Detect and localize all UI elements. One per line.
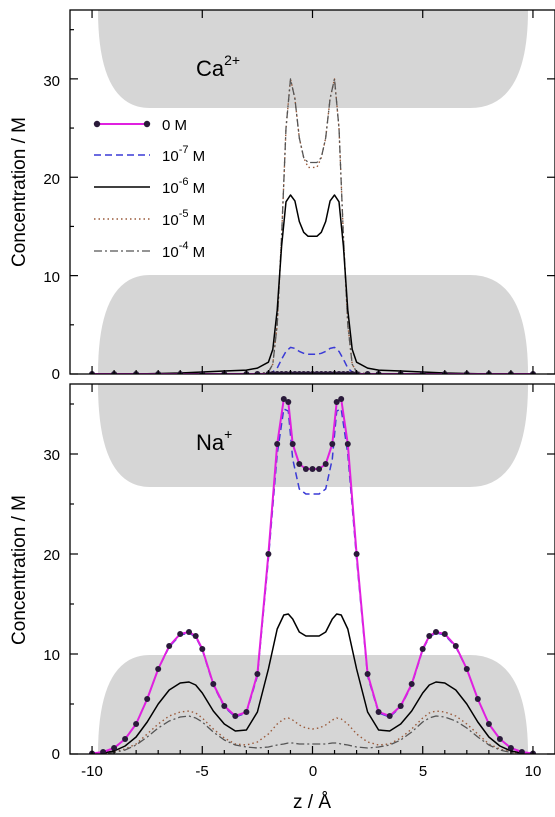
bottom-point-0M — [296, 461, 303, 467]
bottom-point-0M — [232, 713, 239, 719]
top-ytick-10: 10 — [43, 269, 60, 286]
top-series-line-1e-6 — [92, 194, 533, 374]
bottom-point-0M — [221, 703, 228, 709]
bottom-point-0M — [518, 749, 525, 754]
bottom-point-0M — [243, 709, 250, 715]
bottom-point-0M — [280, 396, 287, 402]
legend-label-0M: 0 M — [162, 117, 187, 134]
bottom-point-0M — [316, 466, 323, 472]
bottom-point-0M — [333, 399, 340, 405]
legend-label-1e-7: 10-7 M — [162, 144, 205, 165]
bottom-series-line-1e-4 — [91, 715, 534, 754]
bottom-ylabel: Concentration / M — [9, 495, 30, 645]
bottom-point-0M — [186, 629, 192, 635]
legend-marker-0M-left — [93, 120, 101, 128]
bottom-point-0M — [375, 709, 382, 715]
top-point-0M — [364, 371, 371, 374]
bottom-point-0M — [441, 631, 448, 637]
xtick-10: 10 — [525, 763, 542, 780]
bottom-point-0M — [364, 671, 371, 677]
xtick-0: 0 — [309, 763, 317, 780]
legend-marker-0M-right — [143, 120, 151, 128]
bottom-point-0M — [274, 441, 281, 447]
bottom-ytick-20: 20 — [43, 547, 60, 564]
top-ytick-0: 0 — [52, 366, 60, 383]
bottom-point-0M — [122, 736, 129, 742]
bottom-ion-label: Na+ — [196, 426, 232, 455]
bottom-point-0M — [210, 681, 217, 687]
bottom-ytick-0: 0 — [52, 746, 60, 763]
top-point-0M — [254, 371, 261, 374]
xtick-minus10: -10 — [81, 763, 103, 780]
bottom-point-0M — [177, 631, 184, 637]
bottom-panel-series — [89, 396, 536, 754]
bottom-ytick-30: 30 — [43, 447, 60, 464]
bottom-point-0M — [452, 643, 459, 649]
top-point-0M — [283, 371, 289, 374]
top-series-line-1e-4 — [92, 78, 533, 374]
top-ytick-20: 20 — [43, 171, 60, 188]
bottom-point-0M — [496, 736, 503, 742]
bottom-point-0M — [322, 461, 329, 467]
bottom-point-0M — [353, 551, 360, 557]
bottom-point-0M — [329, 441, 336, 447]
top-ytick-30: 30 — [43, 73, 60, 90]
bottom-point-0M — [302, 466, 309, 472]
bottom-point-0M — [463, 666, 470, 672]
bottom-panel-shading — [98, 384, 528, 754]
bottom-series-line-1e-6 — [91, 613, 534, 754]
bottom-point-0M — [111, 745, 118, 751]
bottom-point-0M — [144, 696, 151, 702]
bottom-point-0M — [289, 441, 296, 447]
legend-label-1e-4: 10-4 M — [162, 240, 205, 261]
bottom-point-0M — [285, 399, 292, 405]
top-series-line-1e-7 — [92, 346, 533, 374]
axis-ticks — [70, 10, 555, 755]
xtick-minus5: -5 — [195, 763, 208, 780]
bottom-point-0M — [507, 745, 514, 751]
bottom-point-0M — [433, 629, 439, 635]
bottom-point-0M — [100, 749, 107, 754]
legend-label-1e-5: 10-5 M — [162, 208, 205, 229]
bottom-point-0M — [309, 466, 316, 472]
bottom-point-0M — [474, 696, 481, 702]
bottom-point-0M — [192, 633, 199, 639]
bottom-point-0M — [344, 441, 351, 447]
xtick-5: 5 — [419, 763, 427, 780]
top-ion-label: Ca2+ — [196, 52, 240, 81]
legend: 0 M 10-7 M 10-6 M 10-5 M 10-4 M — [93, 117, 205, 261]
bottom-point-0M — [155, 666, 162, 672]
legend-label-1e-6: 10-6 M — [162, 176, 205, 197]
bottom-point-0M — [133, 721, 140, 727]
bottom-point-0M — [338, 396, 345, 402]
bottom-series-line-1e-5 — [91, 710, 534, 754]
bottom-point-0M — [265, 551, 272, 557]
xlabel: z / Å — [293, 792, 331, 813]
bottom-point-0M — [397, 703, 404, 709]
bottom-point-0M — [199, 646, 206, 652]
top-ylabel: Concentration / M — [9, 117, 30, 267]
bottom-point-0M — [408, 681, 415, 687]
bottom-point-0M — [166, 643, 173, 649]
bottom-point-0M — [386, 713, 393, 719]
top-panel-shading — [98, 10, 528, 374]
bottom-ytick-10: 10 — [43, 647, 60, 664]
bottom-point-0M — [426, 633, 433, 639]
bottom-point-0M — [254, 671, 261, 677]
bottom-point-0M — [419, 646, 426, 652]
bottom-point-0M — [485, 721, 492, 727]
